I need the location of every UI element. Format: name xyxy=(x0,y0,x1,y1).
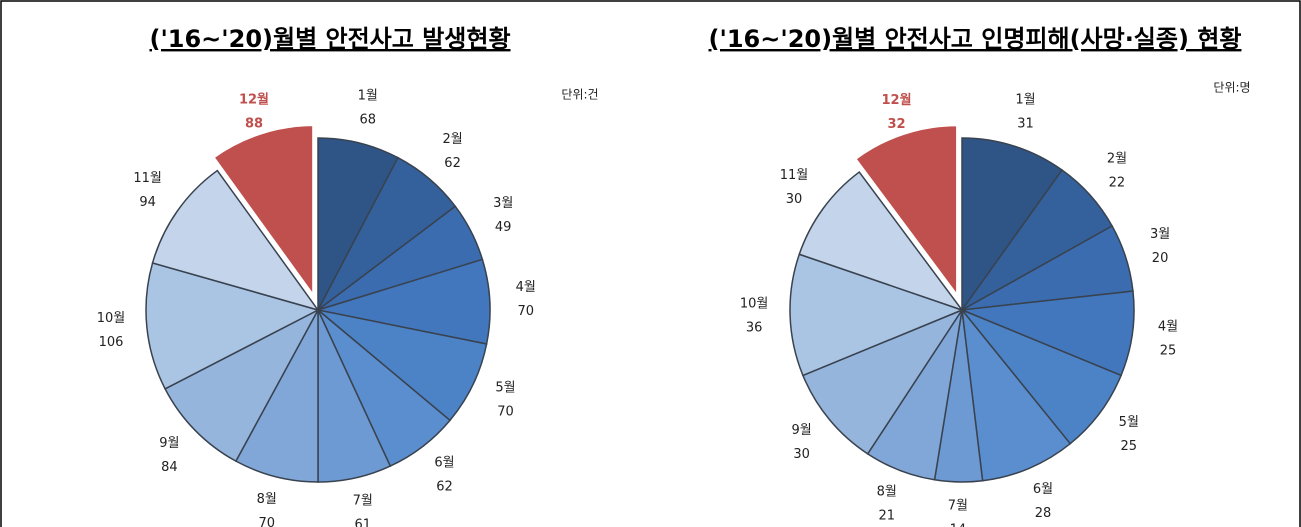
slice-value-label: 36 xyxy=(746,321,763,336)
pie-slice xyxy=(961,137,1064,313)
slice-category-label: 11월 xyxy=(133,171,162,186)
pie-slice xyxy=(789,253,965,377)
slice-value-label: 106 xyxy=(99,335,124,350)
chart-title: ('16~'20)월별 안전사고 인명피해(사망·실종) 현황 xyxy=(709,25,1242,53)
pie-slice xyxy=(801,308,964,455)
slice-value-label: 62 xyxy=(436,480,453,495)
slice-value-label: 84 xyxy=(161,460,178,475)
slice-category-label: 11월 xyxy=(780,168,809,183)
slice-category-label: 3월 xyxy=(1150,227,1170,242)
pie-slice xyxy=(210,123,316,302)
slice-value-label: 68 xyxy=(360,113,377,128)
pie-slice xyxy=(798,171,965,312)
slice-category-label: 5월 xyxy=(495,381,515,396)
pie-slice xyxy=(145,262,321,390)
unit-label: 단위:건 xyxy=(561,88,598,102)
slice-value-label: 70 xyxy=(259,516,276,527)
slice-value-label: 25 xyxy=(1121,439,1138,454)
pie-slice xyxy=(960,307,1072,482)
slice-category-label: 1월 xyxy=(1015,92,1035,107)
slice-category-label: 12월 xyxy=(882,92,912,108)
slice-category-label: 12월 xyxy=(239,92,269,108)
slice-category-label: 8월 xyxy=(877,484,897,499)
pie-slice xyxy=(151,169,320,312)
slice-value-label: 20 xyxy=(1152,251,1169,266)
slice-value-label: 49 xyxy=(495,220,512,235)
slice-value-label: 22 xyxy=(1109,176,1126,191)
slice-value-label: 30 xyxy=(786,192,803,207)
slice-value-label: 32 xyxy=(887,117,905,132)
slice-value-label: 94 xyxy=(139,195,156,210)
slice-category-label: 3월 xyxy=(493,196,513,211)
slice-value-label: 31 xyxy=(1017,116,1034,131)
slice-category-label: 10월 xyxy=(740,297,769,312)
slice-category-label: 2월 xyxy=(442,132,462,147)
slice-category-label: 1월 xyxy=(358,89,378,104)
slice-value-label: 62 xyxy=(444,156,461,171)
slice-category-label: 5월 xyxy=(1119,415,1139,430)
slice-category-label: 6월 xyxy=(434,456,454,471)
slice-category-label: 9월 xyxy=(159,436,179,451)
slice-value-label: 21 xyxy=(878,508,895,523)
slice-category-label: 9월 xyxy=(792,423,812,438)
unit-label: 단위:명 xyxy=(1213,81,1250,95)
slice-category-label: 7월 xyxy=(948,498,968,513)
slice-value-label: 14 xyxy=(950,522,967,527)
pie-slice xyxy=(164,308,320,463)
slice-category-label: 7월 xyxy=(353,494,373,509)
slice-value-label: 61 xyxy=(354,518,371,527)
slice-category-label: 10월 xyxy=(97,311,126,326)
slice-category-label: 4월 xyxy=(516,280,536,295)
slice-category-label: 2월 xyxy=(1107,152,1127,167)
slice-value-label: 70 xyxy=(517,304,534,319)
slice-category-label: 4월 xyxy=(1158,320,1178,335)
slice-value-label: 88 xyxy=(245,117,263,132)
slice-value-label: 30 xyxy=(793,447,810,462)
slice-value-label: 25 xyxy=(1160,344,1177,359)
slice-category-label: 8월 xyxy=(257,492,277,507)
slice-value-label: 28 xyxy=(1035,506,1052,521)
slice-value-label: 70 xyxy=(497,405,514,420)
chart-title: ('16~'20)월별 안전사고 발생현황 xyxy=(149,25,510,53)
slice-category-label: 6월 xyxy=(1033,482,1053,497)
pie-slice xyxy=(852,123,960,302)
